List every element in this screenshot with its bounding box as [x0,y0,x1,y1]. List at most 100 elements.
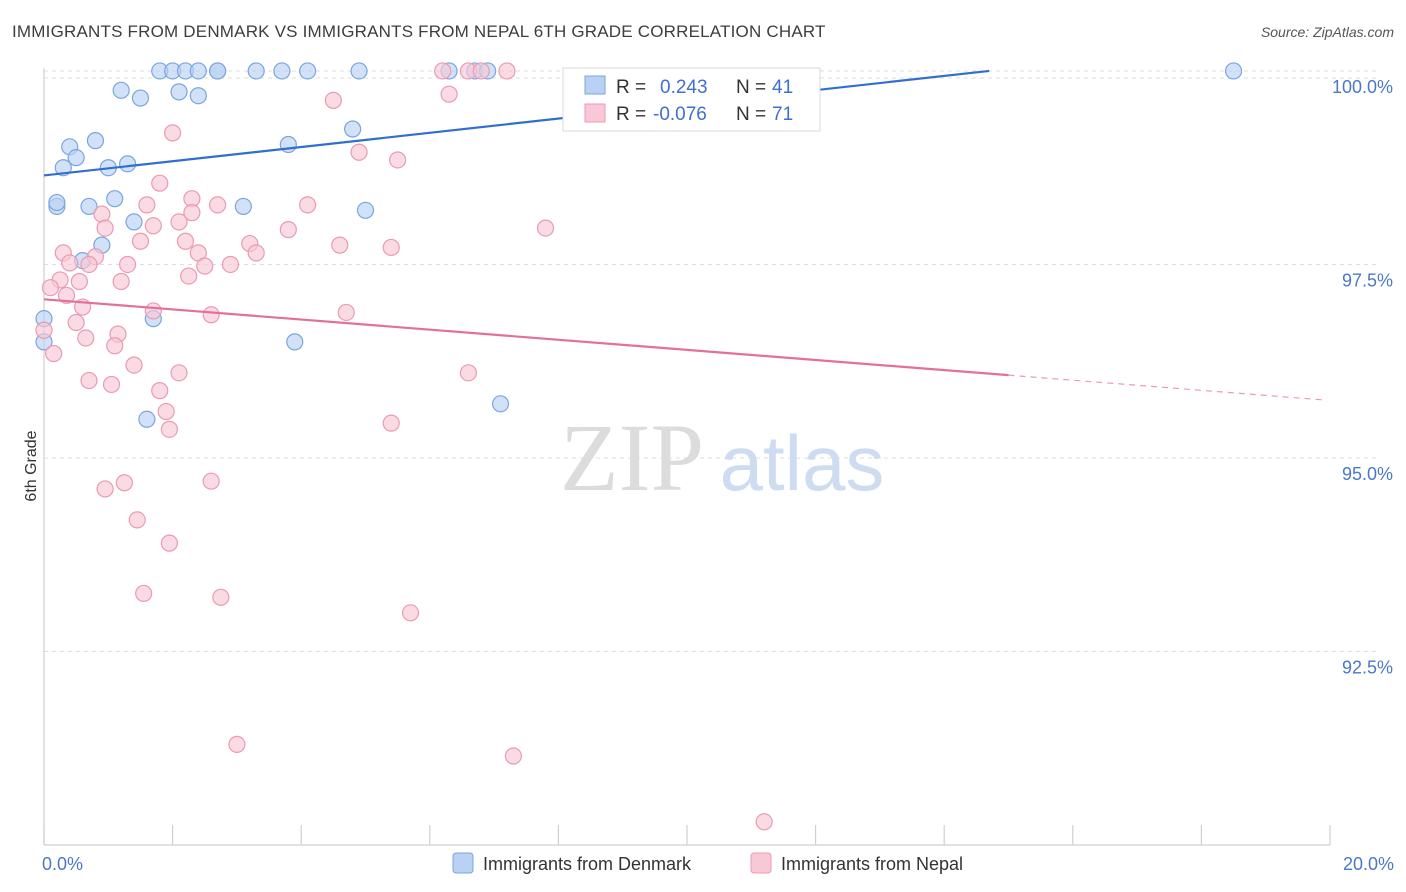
stats-denmark-n-value: 41 [772,77,793,98]
nepal-point [151,174,169,192]
denmark-point [234,197,252,216]
y-tick-label: 92.5% [1342,657,1393,677]
nepal-point [212,588,230,606]
nepal-point [472,62,490,80]
denmark-point [106,190,124,208]
nepal-point [299,196,317,214]
nepal-point [80,255,98,274]
stats-denmark-r-label: R = [616,77,646,98]
nepal-point [106,337,124,355]
nepal-trend-line [43,298,1009,377]
nepal-point [80,371,98,390]
denmark-point [209,62,227,80]
legend-nepal-swatch[interactable] [750,852,772,874]
y-axis-title: 6th Grade [23,430,40,501]
nepal-point [93,205,111,223]
nepal-point [77,329,95,347]
stats-nepal-n-label: N = [736,104,766,125]
source-label: Source: ZipAtlas.com [1260,24,1394,40]
denmark-point [170,83,188,101]
nepal-point [138,196,156,214]
denmark-point [112,81,130,99]
nepal-point [202,306,220,324]
y-tick-label: 97.5% [1342,270,1393,290]
x-tick-label-max: 20.0% [1343,854,1394,874]
legend-denmark-swatch[interactable] [452,852,474,874]
nepal-point [755,813,773,831]
nepal-point [434,62,452,80]
nepal-point [41,279,60,297]
legend-nepal-label[interactable]: Immigrants from Nepal [781,854,963,874]
nepal-point [221,255,240,274]
stats-denmark-r-value: 0.243 [660,77,708,98]
denmark-point [286,333,304,351]
y-tick-label: 95.0% [1342,464,1393,484]
nepal-point [102,375,121,394]
nepal-point [170,364,188,382]
nepal-point [67,313,85,332]
denmark-point [48,193,66,212]
nepal-point [115,474,133,492]
nepal-point [157,402,175,421]
nepal-point [57,286,76,305]
watermark-atlas: atlas [720,419,885,507]
nepal-point [382,238,400,257]
denmark-point [189,87,207,105]
nepal-point [504,747,522,765]
nepal-point [324,91,342,109]
nepal-point [164,124,182,142]
nepal-point [135,584,153,603]
nepal-point [382,414,400,432]
nepal-point [160,420,178,438]
stats-nepal-swatch [584,103,606,123]
nepal-point [337,303,355,322]
denmark-trend-line [43,69,990,177]
denmark-point [131,89,150,107]
stats-denmark-n-label: N = [736,77,766,98]
nepal-point [170,213,188,231]
nepal-point [70,272,88,291]
y-tick-label: 100.0% [1332,77,1393,97]
trend-lines [43,69,1324,401]
stats-denmark-swatch [584,75,606,95]
nepal-point [279,221,297,239]
stats-nepal-r-value: -0.076 [653,104,707,125]
denmark-point [247,62,265,80]
nepal-point [61,254,79,272]
nepal-point [144,302,162,320]
nepal-point [209,196,227,214]
stats-nepal-n-value: 71 [772,104,793,125]
nepal-point [196,257,214,275]
nepal-point [35,321,53,339]
legend-denmark-label[interactable]: Immigrants from Denmark [483,854,692,874]
nepal-point [498,62,516,80]
nepal-trend-extrapolation [1008,374,1324,401]
nepal-point [440,85,458,103]
denmark-point [54,159,72,177]
nepal-point [183,204,201,222]
nepal-point [112,272,130,291]
gridlines [44,70,1380,652]
denmark-point [118,155,137,173]
nepal-point [96,480,114,498]
denmark-point [138,410,156,428]
nepal-point [128,511,146,529]
denmark-point [189,62,207,80]
nepal-point [228,735,246,753]
denmark-point [356,201,375,219]
nepal-point [96,219,114,237]
nepal-point [45,344,63,363]
legend: Immigrants from Denmark Immigrants from … [452,852,963,874]
nepal-point [151,382,169,400]
chart-title: IMMIGRANTS FROM DENMARK VS IMMIGRANTS FR… [12,22,826,41]
denmark-point [67,149,85,167]
nepal-point [459,364,477,382]
nepal-point [144,217,162,235]
denmark-point [1224,62,1243,80]
nepal-point [202,472,220,490]
data-points [35,62,1243,831]
nepal-point [160,534,178,552]
denmark-point [491,395,510,413]
nepal-point [536,219,555,237]
